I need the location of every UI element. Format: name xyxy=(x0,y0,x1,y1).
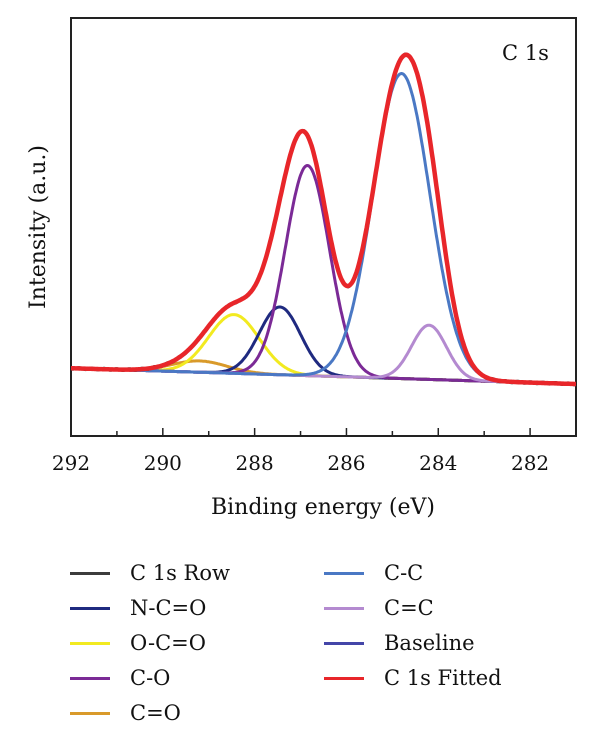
xps-chart: 292 290 288 286 284 282 C 1s Binding energy (… xyxy=(26,17,578,520)
legend-item-cdo: C=O xyxy=(70,698,181,728)
legend-label-co: C-O xyxy=(130,666,171,690)
series-curves xyxy=(69,52,578,387)
legend-item-fit: C 1s Fitted xyxy=(324,663,502,693)
legend: C 1s Row N-C=O O-C=O C-O C=O C-C C=C Bas… xyxy=(70,558,570,738)
x-tick-label: 284 xyxy=(419,451,457,475)
series-line-nco xyxy=(70,305,577,386)
series-line-cc xyxy=(70,72,577,386)
legend-swatch-fit xyxy=(324,676,364,680)
x-axis-ticks: 292 290 288 286 284 282 xyxy=(52,428,577,475)
legend-swatch-raw xyxy=(70,571,110,575)
y-axis-title: Intensity (a.u.) xyxy=(26,145,51,309)
legend-swatch-cdo xyxy=(70,711,110,715)
legend-swatch-cdc xyxy=(324,606,364,610)
x-tick-label: 282 xyxy=(511,451,549,475)
x-tick-label: 288 xyxy=(236,451,274,475)
legend-label-oco: O-C=O xyxy=(130,631,206,655)
x-axis-title: Binding energy (eV) xyxy=(211,495,435,520)
legend-item-base: Baseline xyxy=(324,628,475,658)
legend-item-cc: C-C xyxy=(324,558,423,588)
legend-item-oco: O-C=O xyxy=(70,628,206,658)
legend-swatch-oco xyxy=(70,641,110,645)
legend-label-raw: C 1s Row xyxy=(130,561,230,585)
legend-item-co: C-O xyxy=(70,663,170,693)
series-line-fit xyxy=(69,52,578,387)
series-line-oco xyxy=(70,313,577,386)
annotation-c1s: C 1s xyxy=(502,41,549,65)
legend-label-base: Baseline xyxy=(384,631,475,655)
x-tick-label: 290 xyxy=(144,451,182,475)
legend-label-cdc: C=C xyxy=(384,596,434,620)
legend-swatch-nco xyxy=(70,606,110,610)
legend-swatch-cc xyxy=(324,571,364,575)
x-tick-label: 286 xyxy=(327,451,365,475)
legend-label-fit: C 1s Fitted xyxy=(384,666,502,690)
series-line-cdc xyxy=(70,323,577,386)
legend-label-nco: N-C=O xyxy=(130,596,207,620)
legend-swatch-co xyxy=(70,676,110,680)
legend-label-cdo: C=O xyxy=(130,701,181,725)
legend-label-cc: C-C xyxy=(384,561,424,585)
legend-item-cdc: C=C xyxy=(324,593,434,623)
legend-swatch-base xyxy=(324,641,364,645)
legend-item-raw: C 1s Row xyxy=(70,558,230,588)
plot-frame xyxy=(70,17,577,437)
x-tick-label: 292 xyxy=(52,451,90,475)
legend-item-nco: N-C=O xyxy=(70,593,206,623)
